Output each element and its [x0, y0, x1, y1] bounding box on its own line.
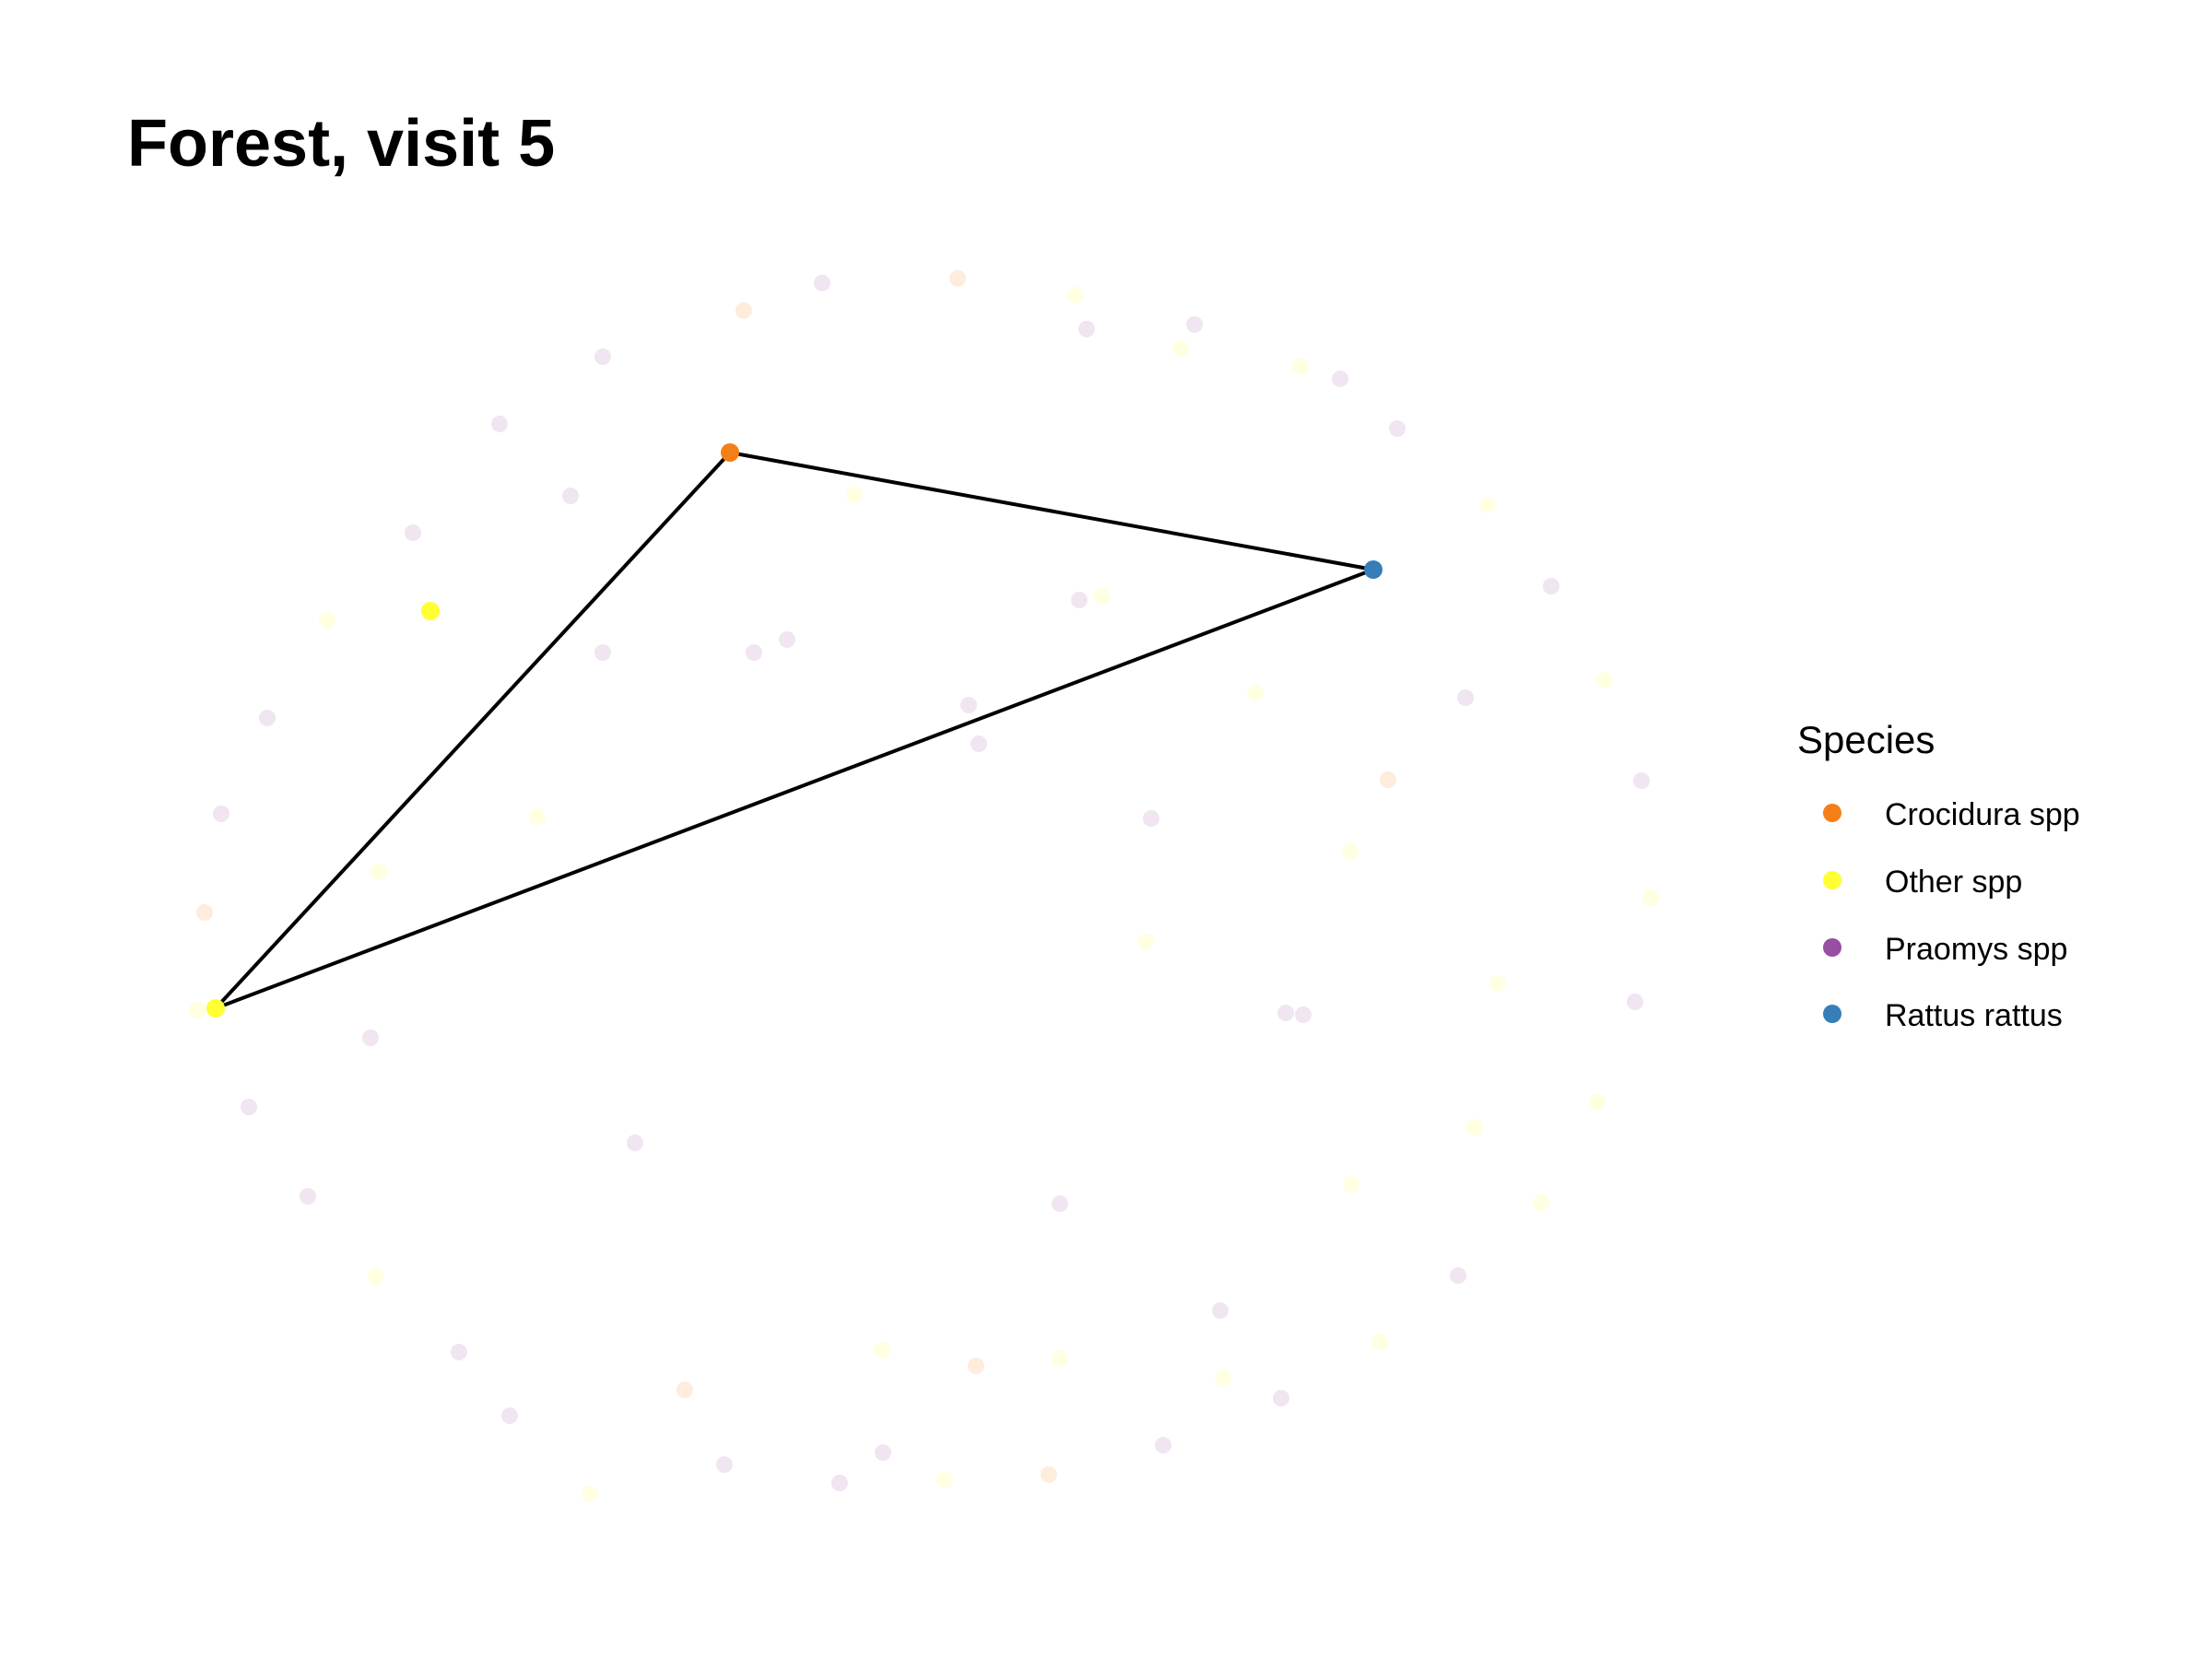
faded-node-praomys — [1078, 321, 1095, 337]
faded-node-praomys — [1052, 1195, 1068, 1212]
faded-node-crocidura — [1041, 1466, 1057, 1483]
faded-node-other — [1247, 685, 1264, 701]
faded-node-other — [189, 1002, 206, 1018]
faded-node-praomys — [1543, 578, 1559, 594]
faded-node-praomys — [1450, 1267, 1466, 1284]
edge-n-crocidura-n-rattus — [729, 451, 1374, 571]
faded-node-praomys — [1277, 1005, 1294, 1021]
faded-node-other — [936, 1472, 953, 1488]
faded-node-other — [1292, 359, 1309, 375]
node-rattus — [1364, 560, 1382, 579]
faded-node-praomys — [814, 275, 830, 291]
faded-node-praomys — [405, 524, 421, 541]
faded-node-praomys — [213, 806, 229, 822]
node-other — [206, 999, 225, 1018]
faded-node-praomys — [1389, 420, 1406, 437]
faded-node-praomys — [1627, 994, 1643, 1010]
legend-title: Species — [1797, 718, 1935, 761]
legend-item-rattus: Rattus rattus — [1823, 998, 2063, 1033]
faded-node-praomys — [971, 735, 987, 752]
faded-node-praomys — [1186, 316, 1203, 333]
faded-node-other — [371, 864, 387, 880]
legend-swatch-rattus — [1823, 1005, 1841, 1023]
faded-node-crocidura — [968, 1358, 984, 1374]
faded-node-praomys — [1155, 1437, 1171, 1453]
node-other-single — [421, 602, 440, 620]
legend-item-other: Other spp — [1823, 865, 2022, 900]
legend-swatch-crocidura — [1823, 804, 1841, 822]
faded-node-other — [582, 1486, 598, 1502]
legend-label-praomys: Praomys spp — [1885, 932, 2067, 967]
faded-node-praomys — [1457, 689, 1474, 706]
faded-node-other — [368, 1268, 384, 1285]
faded-node-praomys — [1143, 810, 1159, 827]
faded-node-other — [1094, 588, 1111, 605]
faded-node-praomys — [1273, 1390, 1289, 1406]
faded-node-praomys — [259, 710, 276, 726]
faded-node-praomys — [362, 1030, 379, 1046]
faded-node-other — [1533, 1194, 1549, 1211]
faded-node-praomys — [1332, 371, 1348, 387]
faded-node-praomys — [1071, 592, 1088, 608]
faded-node-other — [1067, 287, 1084, 303]
faded-node-other — [846, 487, 863, 503]
faded-node-other — [1172, 340, 1189, 357]
network-edges — [214, 451, 1374, 1010]
legend: Species Crocidura spp Other spp Praomys … — [1797, 718, 2080, 1033]
highlighted-nodes — [206, 443, 1382, 1018]
faded-node-other — [1052, 1350, 1068, 1367]
faded-node-crocidura — [1380, 771, 1396, 788]
legend-label-rattus: Rattus rattus — [1885, 998, 2063, 1033]
faded-node-praomys — [501, 1407, 518, 1424]
legend-swatch-praomys — [1823, 938, 1841, 957]
faded-nodes — [189, 270, 1659, 1502]
faded-node-crocidura — [677, 1382, 693, 1398]
faded-node-crocidura — [949, 270, 966, 287]
faded-node-praomys — [594, 644, 611, 661]
faded-node-other — [1343, 1176, 1359, 1193]
legend-item-crocidura: Crocidura spp — [1823, 797, 2080, 832]
faded-node-praomys — [716, 1456, 733, 1473]
faded-node-praomys — [300, 1188, 316, 1205]
faded-node-praomys — [831, 1475, 848, 1491]
faded-node-other — [529, 808, 546, 825]
faded-node-praomys — [1295, 1006, 1312, 1023]
faded-node-praomys — [594, 348, 611, 365]
faded-node-praomys — [1212, 1302, 1229, 1319]
faded-node-praomys — [562, 488, 579, 504]
legend-item-praomys: Praomys spp — [1823, 932, 2067, 967]
edge-n-rattus-n-other — [215, 568, 1374, 1010]
legend-swatch-other — [1823, 871, 1841, 889]
faded-node-other — [1466, 1119, 1483, 1135]
faded-node-praomys — [875, 1444, 891, 1461]
faded-node-praomys — [241, 1099, 257, 1115]
plot-title: Forest, visit 5 — [127, 107, 555, 181]
faded-node-other — [1479, 497, 1496, 513]
edge-n-other-n-crocidura — [214, 451, 732, 1010]
faded-node-other — [1489, 975, 1506, 992]
faded-node-praomys — [960, 697, 977, 713]
legend-label-other: Other spp — [1885, 865, 2022, 900]
faded-node-other — [1596, 672, 1613, 688]
faded-node-praomys — [746, 644, 762, 661]
faded-node-other — [319, 612, 335, 629]
faded-node-other — [1342, 843, 1359, 860]
faded-node-other — [1589, 1094, 1606, 1111]
faded-node-praomys — [491, 416, 508, 432]
faded-node-other — [874, 1342, 890, 1359]
faded-node-praomys — [1633, 772, 1650, 789]
faded-node-other — [1137, 934, 1154, 950]
legend-label-crocidura: Crocidura spp — [1885, 797, 2080, 832]
faded-node-other — [1371, 1334, 1388, 1350]
faded-node-praomys — [627, 1135, 643, 1151]
faded-node-crocidura — [735, 302, 752, 319]
faded-node-praomys — [779, 631, 795, 648]
faded-node-crocidura — [196, 904, 213, 921]
node-crocidura — [721, 443, 739, 462]
faded-node-praomys — [451, 1344, 467, 1360]
faded-node-other — [1642, 889, 1659, 906]
faded-node-other — [1215, 1370, 1231, 1386]
